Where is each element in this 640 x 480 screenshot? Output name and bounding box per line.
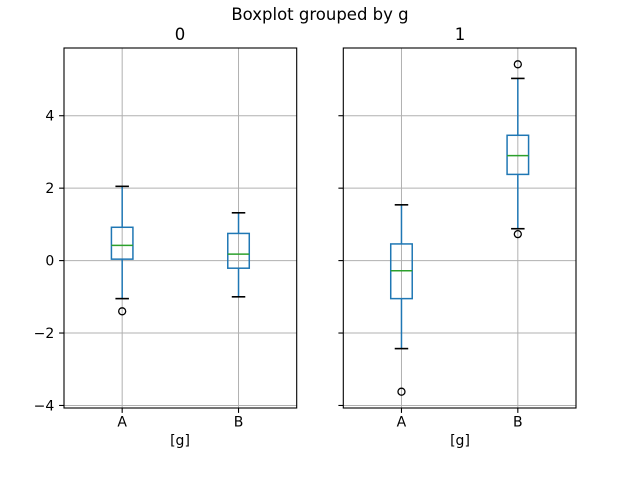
y-tick-label: 0 xyxy=(45,254,54,270)
boxplot-A xyxy=(110,185,134,316)
subplot-0: −4 −2 0 2 4 A B xyxy=(34,47,298,431)
flier-marker xyxy=(397,387,406,396)
x-category-label: A xyxy=(397,415,407,431)
axes-spines xyxy=(63,47,298,409)
y-tick-label: 4 xyxy=(45,109,54,125)
axes-spines xyxy=(342,47,577,409)
y-tick-label: 2 xyxy=(45,181,54,197)
flier-marker xyxy=(513,230,522,239)
box xyxy=(227,232,251,269)
subplot-0-xlabel: [g] xyxy=(170,433,190,449)
x-category-label: B xyxy=(234,415,244,431)
box xyxy=(110,226,134,260)
subplot-1-title: 1 xyxy=(454,25,466,44)
x-category-label: B xyxy=(513,415,523,431)
boxplot-B xyxy=(227,211,251,298)
y-tick-label: −4 xyxy=(34,398,55,414)
flier-marker xyxy=(513,60,522,69)
boxplot-A xyxy=(389,204,413,396)
subplot-1-xlabel: [g] xyxy=(450,433,470,449)
flier-marker xyxy=(118,307,127,316)
figure-suptitle: Boxplot grouped by g xyxy=(231,5,409,24)
subplot-0-title: 0 xyxy=(174,25,186,44)
x-category-label: A xyxy=(117,415,127,431)
y-tick-label: −2 xyxy=(34,326,55,342)
boxplot-B xyxy=(506,60,530,239)
